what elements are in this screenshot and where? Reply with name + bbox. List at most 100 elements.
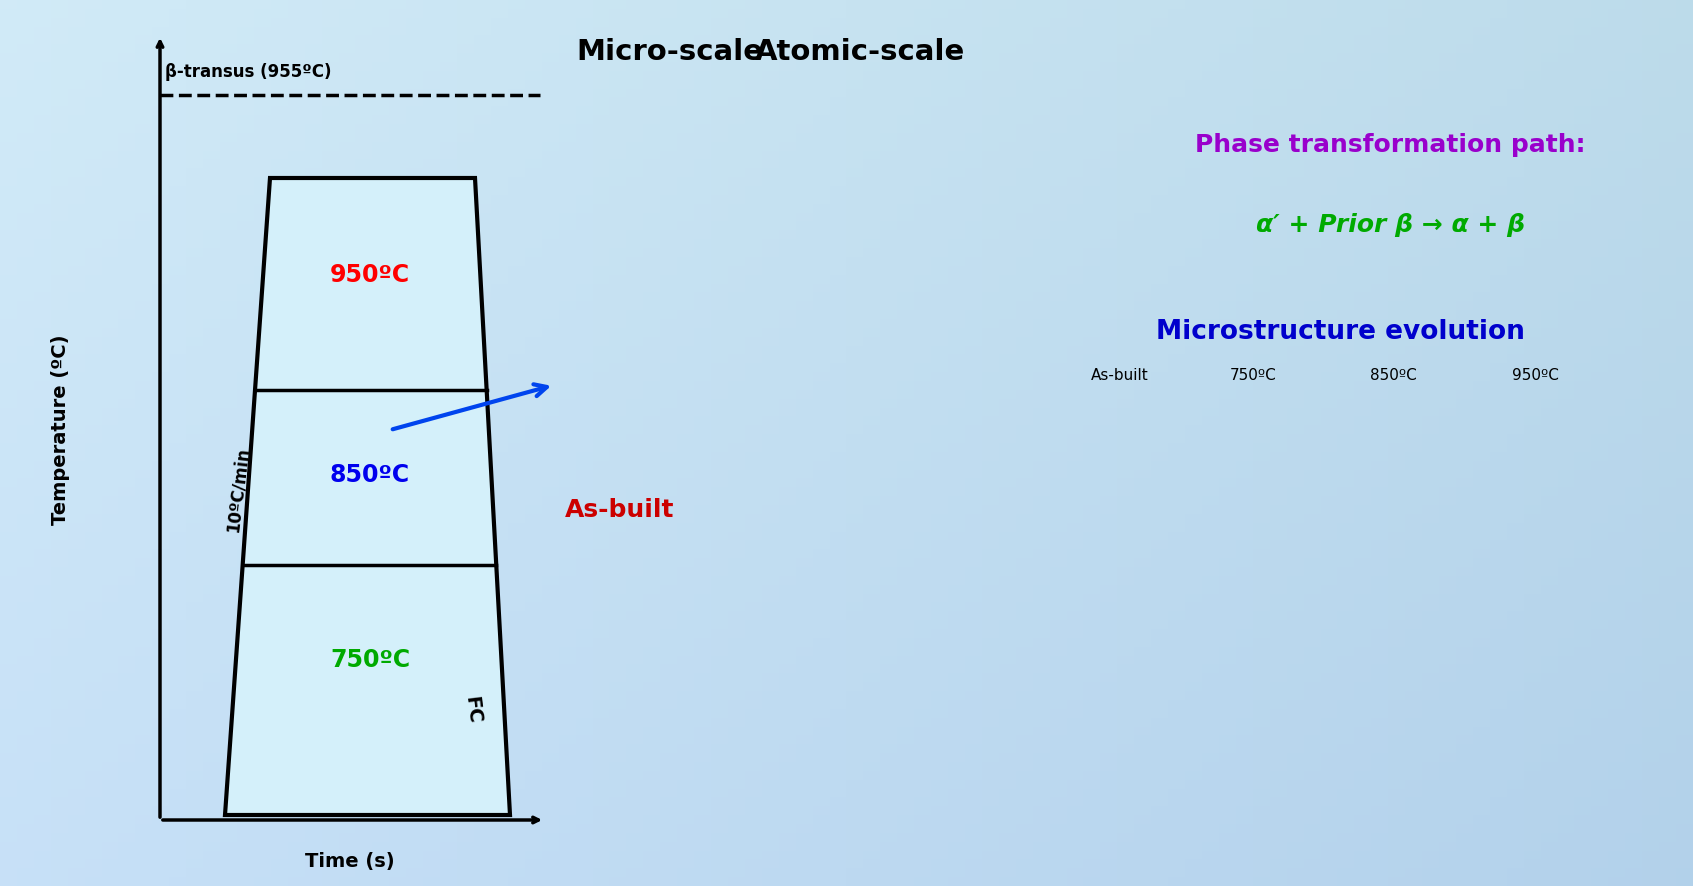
Point (924, 185, 951, 199)
Point (897, 719, 924, 733)
Point (958, 766, 985, 780)
Point (1002, 244, 1029, 258)
Point (985, 691, 1012, 705)
Point (994, 559, 1021, 573)
Point (967, 686, 994, 700)
Point (987, 124, 1014, 138)
Point (929, 689, 957, 703)
Point (951, 129, 979, 144)
Point (909, 317, 936, 331)
Point (919, 618, 946, 633)
Point (972, 750, 999, 764)
Point (984, 615, 1011, 629)
Bar (620, 516, 694, 552)
Point (984, 104, 1011, 118)
Point (972, 247, 999, 261)
Point (918, 590, 945, 604)
Point (965, 538, 992, 552)
Point (928, 205, 955, 219)
Point (982, 237, 1009, 251)
Point (940, 187, 967, 201)
Point (894, 229, 921, 244)
Point (973, 182, 1001, 196)
Point (997, 742, 1024, 756)
Point (979, 310, 1006, 324)
Point (970, 186, 997, 200)
Point (982, 580, 1009, 595)
Point (929, 266, 957, 280)
Point (906, 262, 933, 276)
Point (923, 573, 950, 587)
Point (945, 770, 972, 784)
Point (935, 103, 962, 117)
Point (909, 173, 936, 187)
Point (973, 177, 1001, 191)
Point (943, 105, 970, 120)
Point (938, 262, 965, 276)
Point (999, 170, 1026, 184)
Point (985, 536, 1012, 550)
Point (921, 140, 948, 154)
Point (918, 694, 945, 708)
Point (916, 292, 943, 307)
Point (973, 365, 1001, 379)
Point (960, 129, 987, 144)
Point (977, 725, 1004, 739)
Bar (591, 524, 669, 587)
Point (997, 652, 1024, 666)
Point (896, 548, 923, 562)
Point (904, 642, 931, 657)
Point (967, 208, 994, 222)
Point (906, 315, 933, 329)
Point (990, 229, 1017, 244)
Point (914, 136, 941, 151)
Point (923, 251, 950, 265)
Point (973, 743, 1001, 758)
Point (958, 674, 985, 688)
Point (928, 135, 955, 149)
Point (919, 222, 946, 237)
Point (921, 520, 948, 534)
Point (931, 168, 958, 183)
Point (924, 596, 951, 610)
Point (970, 201, 997, 215)
Point (914, 319, 941, 333)
Point (936, 715, 963, 729)
Point (916, 108, 943, 122)
Point (999, 667, 1026, 681)
Point (919, 712, 946, 727)
Text: 20nm: 20nm (941, 787, 980, 800)
Point (899, 581, 926, 595)
Point (935, 366, 962, 380)
Point (994, 257, 1021, 271)
Point (1001, 130, 1028, 144)
Point (963, 604, 990, 618)
Point (899, 126, 926, 140)
Point (985, 543, 1012, 557)
Point (916, 772, 943, 786)
Point (901, 630, 928, 644)
Point (957, 258, 984, 272)
Point (885, 98, 913, 113)
Point (989, 301, 1016, 315)
Point (951, 242, 979, 256)
Point (923, 232, 950, 246)
Point (953, 294, 980, 308)
Point (960, 610, 987, 624)
Text: 950ºC: 950ºC (330, 263, 410, 287)
Point (892, 549, 919, 563)
Point (960, 160, 987, 175)
Point (957, 625, 984, 639)
Point (967, 211, 994, 225)
Point (992, 733, 1019, 747)
Point (892, 344, 919, 358)
Point (928, 622, 955, 636)
Point (948, 605, 975, 619)
Text: Phase transformation path:: Phase transformation path: (1195, 133, 1585, 157)
Point (984, 566, 1011, 580)
Point (924, 548, 951, 563)
Bar (769, 170, 797, 202)
Point (975, 649, 1002, 663)
Point (928, 649, 955, 663)
Point (989, 146, 1016, 160)
